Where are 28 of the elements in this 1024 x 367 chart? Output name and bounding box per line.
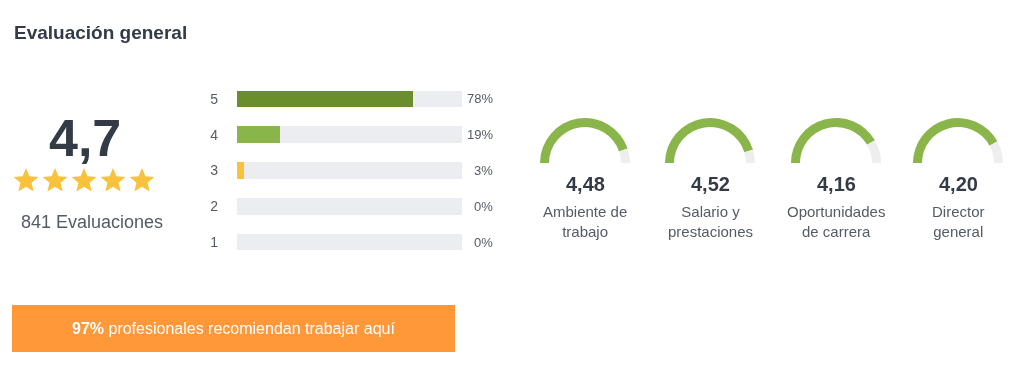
y-tick-label: 4 <box>210 126 219 143</box>
text: Ambiente de trabajo <box>543 203 628 240</box>
data-label: 19% <box>467 127 494 142</box>
text: Evaluación general <box>14 22 188 43</box>
text: 97% profesionales recomiendan trabajar aquí <box>72 320 396 337</box>
text: Director general <box>932 203 985 240</box>
data-label: 0% <box>474 199 494 214</box>
bar <box>243 162 462 179</box>
text: Oportunidades de carrera <box>787 203 886 240</box>
text: 4,52 <box>691 173 730 195</box>
bar <box>412 90 462 108</box>
y-tick-label: 2 <box>210 198 219 215</box>
text: 4,16 <box>817 173 856 195</box>
text: 4,7 <box>49 109 122 167</box>
bar <box>237 90 413 108</box>
bar <box>279 126 462 143</box>
y-tick-label: 1 <box>210 234 219 250</box>
bar <box>237 162 244 179</box>
data-label: 78% <box>467 91 494 106</box>
bar <box>237 126 280 143</box>
y-tick-label: 5 <box>210 90 219 107</box>
text: 841 Evaluaciones <box>21 212 164 232</box>
text: 4,48 <box>566 173 605 195</box>
data-label: 3% <box>474 163 494 178</box>
y-tick-label: 3 <box>210 162 219 179</box>
data-label: 0% <box>474 235 494 250</box>
text: 4,20 <box>939 173 978 195</box>
text: Salario y prestaciones <box>668 203 754 240</box>
